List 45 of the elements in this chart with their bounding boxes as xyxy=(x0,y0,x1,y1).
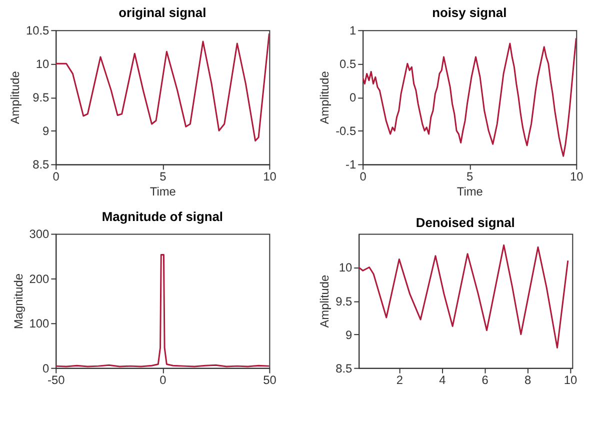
x-tick-label: 10 xyxy=(570,170,584,184)
chart-title: Denoised signal xyxy=(416,214,515,230)
y-tick-label: 200 xyxy=(29,272,50,286)
y-tick-label: 0 xyxy=(42,361,50,376)
x-tick-label: 0 xyxy=(52,170,60,184)
chart-title: noisy signal xyxy=(432,5,507,20)
chart-title: Magnitude of signal xyxy=(102,208,224,224)
x-tick-label: 0 xyxy=(160,373,167,388)
y-tick-label: 10 xyxy=(36,57,50,72)
y-tick-label: 8.5 xyxy=(32,158,50,172)
x-tick-label: 0 xyxy=(360,170,367,184)
y-tick-label: 8.5 xyxy=(336,361,353,376)
y-axis-title: Magnitude xyxy=(11,273,26,330)
y-tick-label: 10.5 xyxy=(26,24,50,38)
y-tick-label: -1 xyxy=(346,158,356,172)
y-axis-title: Amplitude xyxy=(318,70,332,124)
y-tick-label: 0 xyxy=(349,90,356,105)
y-tick-label: -0.5 xyxy=(336,124,356,138)
x-axis-title: Time xyxy=(150,184,176,199)
line-series xyxy=(358,244,569,348)
x-tick-label: 6 xyxy=(482,373,489,388)
line-series xyxy=(56,32,270,142)
x-tick-label: 4 xyxy=(439,373,446,388)
x-tick-label: 2 xyxy=(396,373,404,388)
x-tick-label: 8 xyxy=(524,373,532,388)
y-tick-label: 9.5 xyxy=(336,294,353,308)
y-axis-title: Amplitude xyxy=(8,70,22,124)
y-tick-label: 9.5 xyxy=(32,90,50,105)
x-tick-label: 5 xyxy=(160,170,167,184)
chart-title: original signal xyxy=(118,5,206,20)
x-tick-label: 10 xyxy=(564,373,578,388)
x-tick-label: 5 xyxy=(466,170,474,184)
y-tick-label: 10 xyxy=(338,260,353,275)
y-tick-label: 9 xyxy=(42,124,50,138)
x-tick-label: -50 xyxy=(48,373,66,388)
y-tick-label: 0.5 xyxy=(340,57,356,72)
y-tick-label: 9 xyxy=(346,328,353,342)
y-tick-label: 1 xyxy=(349,24,356,38)
x-tick-label: 10 xyxy=(263,170,277,184)
y-tick-label: 300 xyxy=(29,227,50,242)
y-tick-label: 100 xyxy=(29,316,50,331)
x-axis-title: Time xyxy=(456,184,484,199)
y-axis-title: Amplitude xyxy=(318,274,332,328)
x-tick-label: 50 xyxy=(263,373,277,388)
line-series xyxy=(362,37,576,157)
